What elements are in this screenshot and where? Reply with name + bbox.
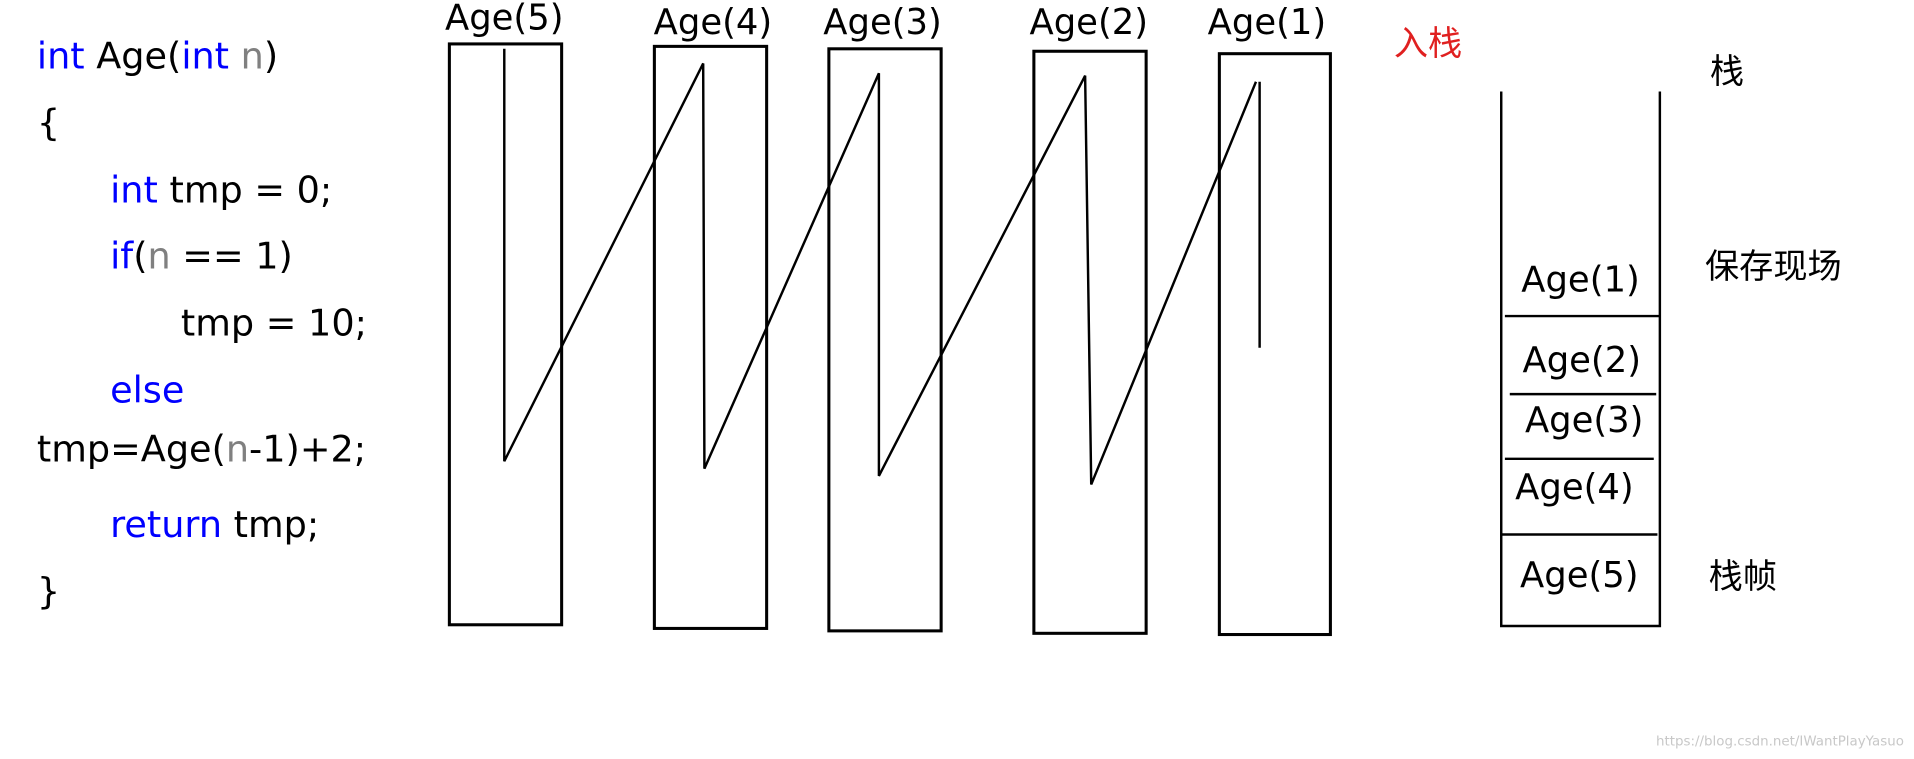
code-token: ( [133, 234, 147, 277]
watermark: https://blog.csdn.net/IWantPlayYasuo [1656, 735, 1904, 750]
code-line: tmp=Age(n-1)+2; [37, 427, 366, 470]
code-token: if [110, 234, 134, 277]
frame-label: Age(3) [823, 2, 942, 43]
code-line: int Age(int n) [37, 34, 278, 77]
code-token: tmp = 0; [158, 169, 332, 212]
stack-title: 栈 [1710, 52, 1744, 92]
code-token: int [181, 34, 229, 77]
frame-label: Age(5) [445, 0, 564, 38]
code-token: n [226, 427, 249, 470]
frame-box [1217, 52, 1332, 637]
code-line: tmp = 10; [181, 302, 367, 345]
frame-label: Age(4) [654, 2, 773, 43]
code-token: int [37, 34, 85, 77]
call-path [503, 48, 1258, 485]
code-token: n [147, 234, 170, 277]
stack: 栈 Age(1) Age(2) Age(3) Age(4) Age(5) 保存现… [1500, 52, 1842, 628]
frame-label: Age(1) [1208, 2, 1327, 43]
frame-note: 栈帧 [1709, 557, 1777, 597]
frame-box [652, 44, 769, 630]
code-token: ) [264, 34, 278, 77]
frame-box [1032, 49, 1148, 635]
code-line: return tmp; [110, 503, 319, 546]
frames: Age(5) Age(4) Age(3) Age(2) Age(1) [445, 0, 1332, 637]
save-label: 保存现场 [1705, 247, 1842, 287]
stack-item: Age(5) [1520, 555, 1639, 596]
code-token: int [110, 169, 158, 212]
code-token: -1)+2; [249, 427, 366, 470]
stack-item: Age(2) [1523, 340, 1642, 381]
stack-item: Age(1) [1521, 260, 1640, 301]
code: int Age(int n) { int tmp = 0; if(n == 1)… [37, 34, 367, 613]
frame-box [827, 47, 943, 633]
stack-item: Age(3) [1525, 400, 1644, 441]
code-line: if(n == 1) [110, 234, 293, 277]
stack-item: Age(4) [1515, 467, 1634, 508]
code-token: n [229, 34, 264, 77]
code-token: Age( [85, 34, 182, 77]
frame-box [447, 42, 564, 627]
code-line: int tmp = 0; [110, 169, 332, 212]
code-line: } [37, 570, 60, 613]
code-token: return [110, 503, 222, 546]
push-label: 入栈 [1394, 24, 1462, 64]
code-token: tmp; [222, 503, 319, 546]
code-line: else [110, 369, 184, 412]
code-line: { [37, 101, 60, 144]
frame-label: Age(2) [1030, 2, 1149, 43]
code-token: == 1) [171, 234, 293, 277]
stack-outline [1500, 91, 1662, 628]
code-token: tmp=Age( [37, 427, 226, 470]
